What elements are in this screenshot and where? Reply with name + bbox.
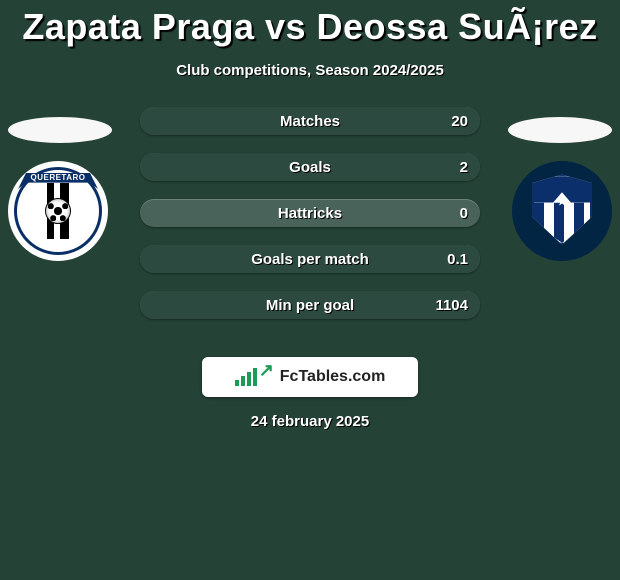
stat-bar: Matches20 — [140, 107, 480, 135]
stat-bar: Hattricks0 — [140, 199, 480, 227]
stat-label: Goals per match — [140, 245, 480, 273]
stat-right-value: 0 — [460, 199, 468, 227]
queretaro-text: QUERETARO — [8, 173, 108, 182]
stat-label: Matches — [140, 107, 480, 135]
bar-chart-icon — [235, 368, 257, 386]
stat-right-value: 2 — [460, 153, 468, 181]
comparison-row: QUERETARO ★ Matches20Goals2Hattricks0Goa… — [0, 107, 620, 327]
stat-right-value: 0.1 — [447, 245, 468, 273]
club-badge-left: QUERETARO — [8, 161, 108, 261]
trend-arrow-icon: ↗ — [259, 360, 274, 381]
player-left-photo-halo — [8, 117, 112, 143]
date-stamp: 24 february 2025 — [0, 413, 620, 430]
soccer-ball-icon — [45, 198, 71, 224]
player-right-photo-halo — [508, 117, 612, 143]
stat-bar: Min per goal1104 — [140, 291, 480, 319]
stat-bar: Goals per match0.1 — [140, 245, 480, 273]
stat-label: Hattricks — [140, 199, 480, 227]
stat-label: Goals — [140, 153, 480, 181]
stat-bar: Goals2 — [140, 153, 480, 181]
subtitle: Club competitions, Season 2024/2025 — [0, 62, 620, 79]
site-badge[interactable]: ↗ FcTables.com — [202, 357, 418, 397]
stat-label: Min per goal — [140, 291, 480, 319]
site-name: FcTables.com — [280, 368, 386, 386]
monterrey-shield: ★ — [532, 175, 592, 245]
shield-body: ★ — [532, 175, 592, 245]
stat-right-value: 1104 — [435, 291, 468, 319]
page-title: Zapata Praga vs Deossa SuÃ¡rez — [0, 0, 620, 48]
stat-right-value: 20 — [451, 107, 468, 135]
club-badge-right: ★ — [512, 161, 612, 261]
stat-bars: Matches20Goals2Hattricks0Goals per match… — [140, 107, 480, 319]
star-icon: ★ — [557, 195, 568, 209]
